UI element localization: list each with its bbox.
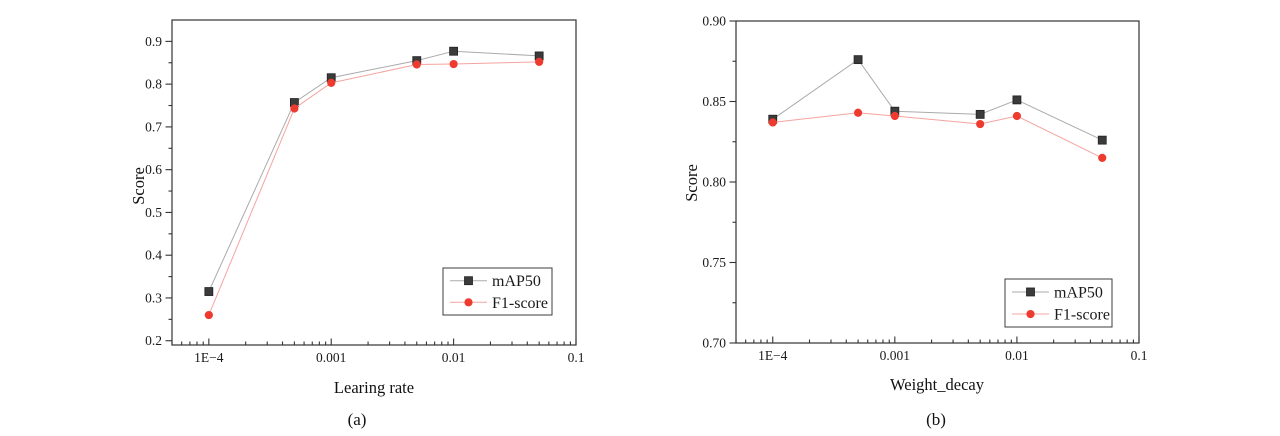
- data-point-map50: [449, 46, 459, 56]
- data-point-f1-score: [1098, 153, 1107, 162]
- data-point-f1-score: [449, 59, 458, 69]
- legend-label: F1-score: [492, 295, 548, 312]
- data-point-f1-score: [412, 60, 421, 69]
- series-line-map50: [208, 50, 540, 292]
- panel-a: 1E−4 0.001 0.01 0.1 0.2 0.3 0.4 0.5 0.6 0.7 0.8 0.9…: [145, 19, 585, 365]
- x-tick-label: 0.1: [568, 350, 585, 365]
- legend-marker-circle: [464, 298, 473, 307]
- legend-box: [1004, 278, 1113, 328]
- x-tick-label: 1E−4: [758, 348, 788, 363]
- panel-b: 1E−4 0.001 0.01 0.1 0.70 0.75 0.80 0.85 0.90 mAP5…: [702, 14, 1147, 364]
- x-tick-label: 0.001: [880, 348, 910, 363]
- x-axis-label-a: Learing rate: [333, 378, 415, 397]
- data-point-map50: [1097, 135, 1107, 145]
- y-tick-label: 0.85: [702, 94, 726, 109]
- series-line-f1-score: [208, 61, 540, 316]
- legend-marker-square: [1026, 287, 1035, 297]
- y-tick-label: 0.8: [145, 77, 162, 92]
- panel-caption-b: (b): [926, 410, 946, 429]
- y-tick-label: 0.7: [145, 119, 162, 134]
- x-tick-label: 1E−4: [194, 350, 224, 365]
- legend-marker-square: [464, 276, 473, 286]
- legend-box: [442, 267, 553, 316]
- data-point-map50: [853, 55, 863, 65]
- y-axis-label-b: Score: [682, 164, 701, 202]
- x-tick-label: 0.01: [442, 350, 466, 365]
- legend-marker-circle: [1026, 309, 1035, 319]
- y-tick-label: 0.5: [145, 205, 162, 220]
- y-axis-label-a: Score: [129, 167, 148, 205]
- y-tick-label: 0.70: [702, 336, 726, 351]
- x-tick-label: 0.1: [1131, 348, 1148, 363]
- legend-label: mAP50: [492, 273, 541, 290]
- data-point-f1-score: [290, 104, 299, 113]
- series-line-f1-score: [772, 112, 1103, 159]
- data-point-f1-score: [976, 119, 985, 129]
- y-tick-label: 0.75: [702, 255, 726, 270]
- y-tick-label: 0.4: [145, 248, 162, 263]
- legend-label: F1-score: [1054, 307, 1110, 324]
- legend-label: mAP50: [1054, 284, 1103, 301]
- data-point-f1-score: [327, 78, 336, 87]
- panel-caption-a: (a): [347, 410, 367, 429]
- data-point-map50: [1012, 95, 1022, 105]
- x-tick-label: 0.01: [1005, 348, 1029, 363]
- plot-frame-a: [171, 19, 577, 346]
- data-point-f1-score: [768, 118, 777, 127]
- y-tick-label: 0.3: [145, 290, 162, 305]
- data-point-f1-score: [853, 108, 863, 117]
- data-point-map50: [975, 109, 985, 119]
- y-tick-label: 0.6: [145, 162, 162, 177]
- y-tick-label: 0.90: [702, 14, 726, 29]
- data-point-f1-score: [204, 310, 213, 320]
- series-line-map50: [772, 58, 1103, 141]
- data-point-f1-score: [1012, 111, 1022, 121]
- data-point-f1-score: [535, 57, 544, 67]
- x-tick-label: 0.001: [316, 350, 346, 365]
- data-point-f1-score: [890, 111, 899, 121]
- x-axis-label-b: Weight_decay: [890, 375, 984, 394]
- y-tick-label: 0.2: [145, 333, 162, 348]
- data-point-map50: [204, 287, 214, 296]
- y-tick-label: 0.9: [145, 34, 162, 49]
- y-tick-label: 0.80: [702, 175, 726, 190]
